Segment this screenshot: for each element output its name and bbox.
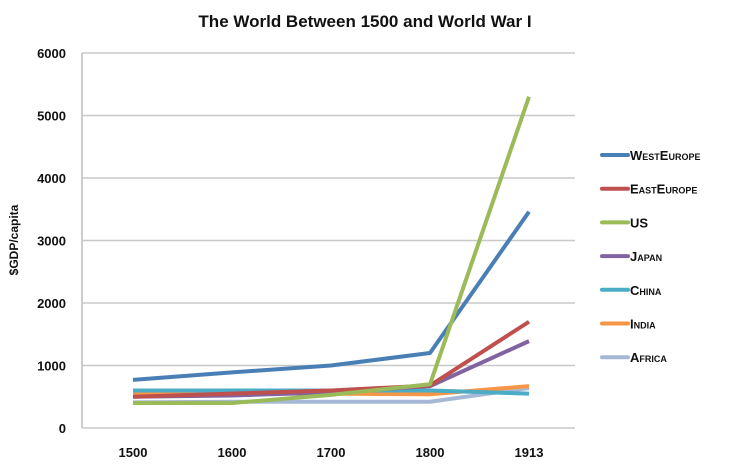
chart-title: The World Between 1500 and World War I bbox=[198, 12, 531, 31]
y-tick-label: 6000 bbox=[37, 46, 66, 61]
legend-label: Africa bbox=[630, 350, 667, 365]
y-tick-label: 5000 bbox=[37, 109, 66, 124]
x-tick-label: 1913 bbox=[515, 445, 544, 460]
y-tick-label: 4000 bbox=[37, 171, 66, 186]
legend-label: WestEurope bbox=[630, 148, 700, 163]
x-tick-label: 1500 bbox=[119, 445, 148, 460]
series-line-japan bbox=[132, 339, 530, 399]
x-tick-label: 1700 bbox=[317, 445, 346, 460]
legend-label: India bbox=[630, 317, 656, 332]
y-tick-label: 1000 bbox=[37, 359, 66, 374]
y-tick-label: 3000 bbox=[37, 234, 66, 249]
legend-label: Japan bbox=[630, 249, 662, 264]
legend-label: EastEurope bbox=[630, 182, 697, 197]
series-line-us bbox=[133, 96, 531, 405]
y-axis-label: $GDP/capita bbox=[7, 204, 21, 275]
legend-label: China bbox=[630, 283, 662, 298]
series-line-easteurope bbox=[132, 320, 531, 399]
y-tick-label: 0 bbox=[59, 421, 66, 436]
x-tick-label: 1800 bbox=[416, 445, 445, 460]
x-tick-label: 1600 bbox=[218, 445, 247, 460]
legend-label: US bbox=[630, 215, 648, 230]
y-tick-label: 2000 bbox=[37, 296, 66, 311]
series-line-westeurope bbox=[132, 210, 531, 382]
